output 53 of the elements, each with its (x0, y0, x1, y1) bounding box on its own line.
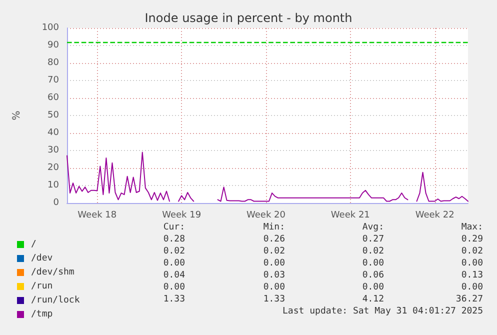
text: 0.29 (461, 234, 483, 244)
text: 0.02 (362, 246, 384, 256)
x-tick-label: Week 18 (78, 210, 117, 220)
text: 4.12 (362, 294, 384, 304)
text: Cur: (163, 222, 185, 232)
x-tick-label: Week 19 (162, 210, 202, 220)
text: Last update: Sat May 31 04:01:27 2025 (282, 306, 483, 316)
text: 0.00 (163, 282, 185, 292)
text: Min: (263, 222, 285, 232)
y-tick-label: 70 (48, 76, 60, 86)
text: Max: (461, 222, 483, 232)
y-axis-title: % (12, 110, 22, 120)
text: 0.03 (263, 270, 285, 280)
y-tick-label: 20 (48, 163, 60, 173)
x-tick-label: Week 21 (330, 210, 370, 220)
text: 36.27 (456, 294, 483, 304)
y-tick-label: 90 (48, 40, 60, 50)
text: 0.00 (263, 258, 285, 268)
legend-label: / (31, 240, 36, 250)
y-tick-label: 40 (48, 128, 60, 138)
text: 0.00 (461, 282, 483, 292)
text: 0.26 (263, 234, 285, 244)
x-tick-label: Week 20 (246, 210, 286, 220)
text: 0.00 (362, 282, 384, 292)
text: 0.00 (163, 258, 185, 268)
legend-label: /run/lock (31, 296, 80, 306)
text: 0.13 (461, 270, 483, 280)
legend-label: /tmp (31, 310, 53, 320)
text: 0.02 (263, 246, 285, 256)
text: 0.00 (263, 282, 285, 292)
y-tick-label: 10 (48, 180, 60, 190)
y-tick-label: 80 (48, 58, 60, 68)
legend-label: /dev (31, 254, 53, 264)
y-tick-label: 50 (48, 110, 60, 120)
text: 0.00 (461, 258, 483, 268)
text: 1.33 (263, 294, 285, 304)
y-tick-label: 100 (42, 23, 60, 33)
text: 0.00 (362, 258, 384, 268)
text: 0.02 (461, 246, 483, 256)
y-tick-label: 60 (48, 93, 60, 103)
text: 0.04 (163, 270, 185, 280)
text: 1.33 (163, 294, 185, 304)
text: Avg: (362, 222, 384, 232)
text: 0.06 (362, 270, 384, 280)
chart-title: Inode usage in percent - by month (144, 11, 352, 25)
text: 0.27 (362, 234, 384, 244)
y-tick-label: 0 (53, 198, 60, 208)
legend-label: /dev/shm (31, 268, 74, 278)
text: 0.28 (163, 234, 185, 244)
legend-label: /run (31, 282, 53, 292)
text: 0.02 (163, 246, 185, 256)
x-tick-label: Week 22 (415, 210, 454, 220)
y-tick-label: 30 (48, 146, 60, 156)
